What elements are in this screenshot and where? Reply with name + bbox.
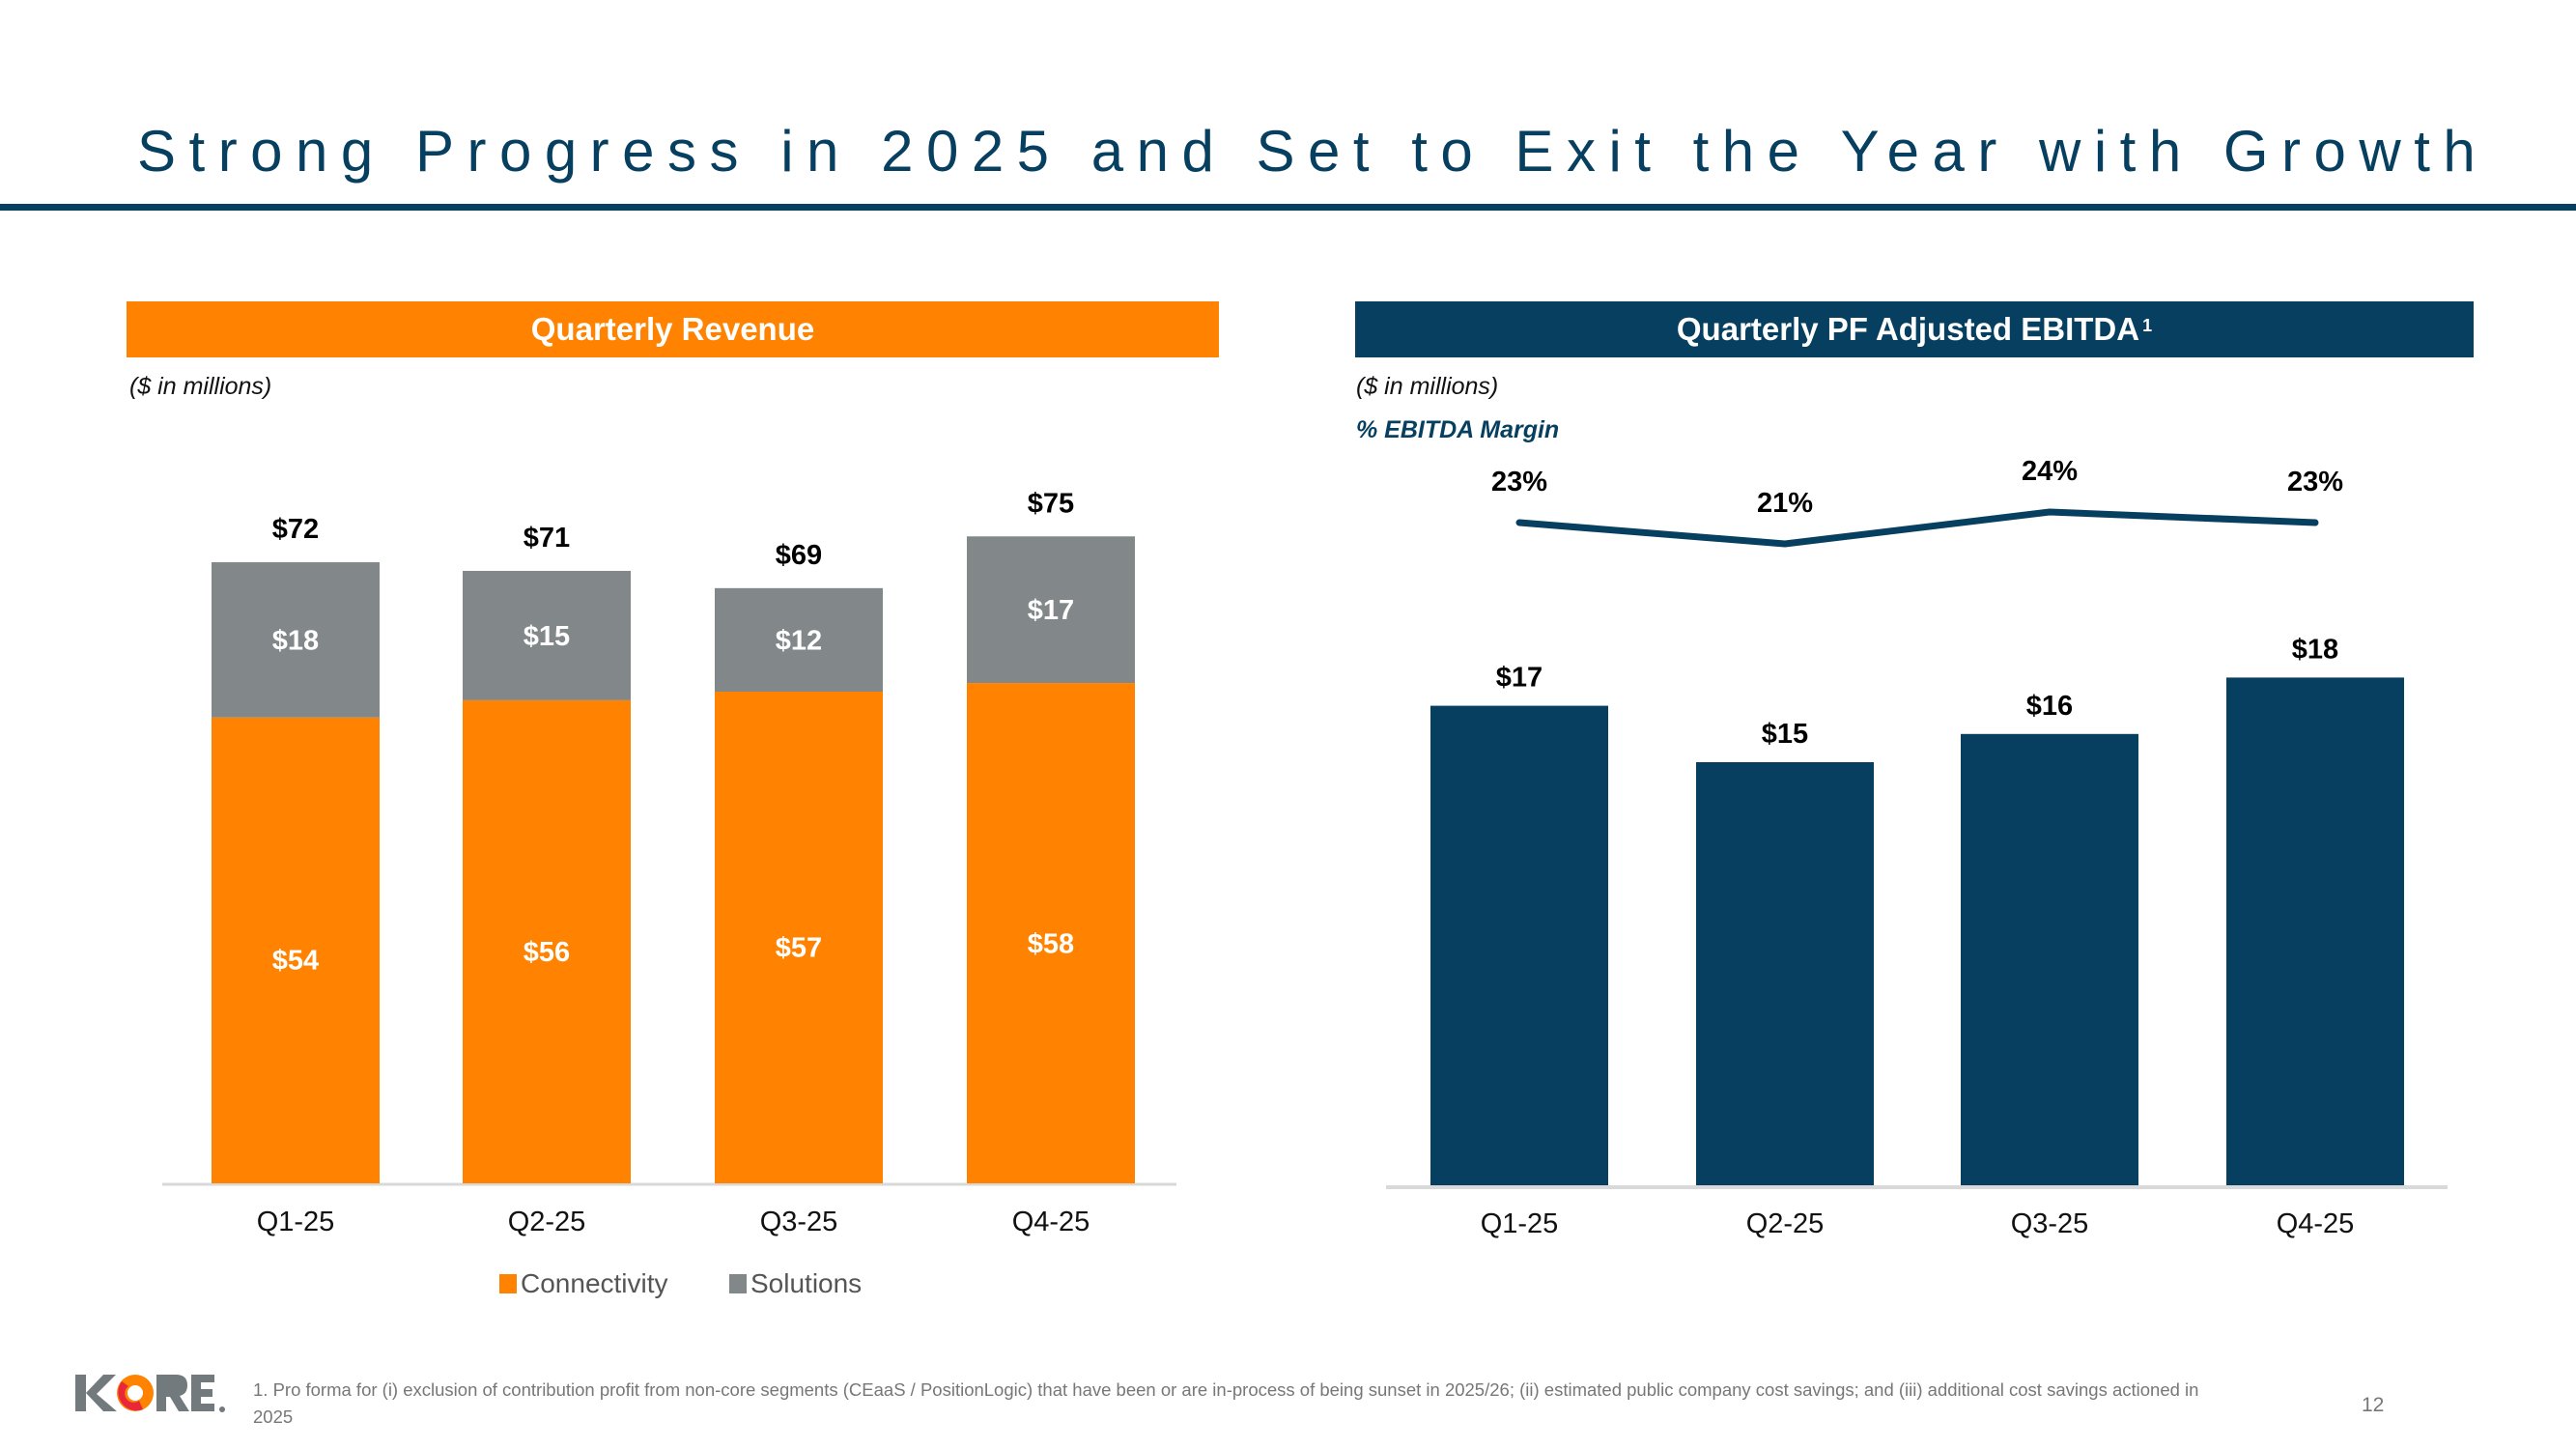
ebitda-units-note: ($ in millions) (1356, 373, 1499, 400)
revenue-total-label: $71 (524, 523, 570, 554)
revenue-bar-solutions (212, 562, 380, 718)
revenue-segment-label: $17 (1028, 595, 1074, 626)
revenue-bar-connectivity (463, 699, 631, 1183)
revenue-x-tick-label: Q4-25 (1012, 1207, 1090, 1237)
legend-swatch-solutions (729, 1274, 747, 1293)
revenue-x-tick-label: Q2-25 (508, 1207, 586, 1237)
ebitda-margin-label: 23% (1491, 467, 1547, 497)
title-divider (0, 204, 2576, 211)
revenue-segment-label: $15 (524, 621, 570, 652)
ebitda-bar (1961, 733, 2138, 1185)
legend-swatch-connectivity (499, 1274, 517, 1293)
revenue-bar-solutions (967, 536, 1135, 684)
revenue-bar-solutions (715, 587, 883, 692)
footnote: 1. Pro forma for (i) exclusion of contri… (253, 1379, 2199, 1427)
revenue-segment-label: $56 (524, 937, 570, 968)
ebitda-x-tick-label: Q4-25 (2277, 1208, 2355, 1239)
ebitda-margin-label: 21% (1757, 488, 1813, 519)
ebitda-x-tick-label: Q2-25 (1746, 1208, 1825, 1239)
ebitda-bar (2226, 677, 2404, 1185)
revenue-total-label: $75 (1028, 488, 1074, 519)
ebitda-margin-note: % EBITDA Margin (1356, 416, 1560, 443)
ebitda-bar (1696, 762, 1874, 1185)
revenue-bar-connectivity (967, 683, 1135, 1183)
revenue-segment-label: $18 (272, 625, 319, 656)
ebitda-x-tick-label: Q1-25 (1481, 1208, 1559, 1239)
ebitda-margin-label: 23% (2287, 467, 2343, 497)
revenue-chart-title: Quarterly Revenue (530, 311, 815, 347)
revenue-units-note: ($ in millions) (129, 373, 272, 400)
legend-label-solutions: Solutions (750, 1268, 862, 1298)
revenue-segment-label: $12 (776, 625, 822, 656)
ebitda-margin-line (1515, 508, 2319, 548)
revenue-segment-label: $54 (272, 946, 319, 977)
ebitda-x-tick-label: Q3-25 (2011, 1208, 2089, 1239)
ebitda-panel-header: Quarterly PF Adjusted EBITDA 1 (1355, 301, 2474, 357)
slide-title: Strong Progress in 2025 and Set to Exit … (137, 119, 2489, 184)
revenue-bar-connectivity (212, 717, 380, 1183)
ebitda-bar-label: $17 (1496, 663, 1543, 694)
revenue-x-tick-label: Q1-25 (257, 1207, 335, 1237)
kore-logo (73, 1365, 238, 1425)
revenue-segment-label: $57 (776, 933, 822, 964)
ebitda-margin-label: 24% (2022, 456, 2078, 487)
legend-label-connectivity: Connectivity (521, 1268, 668, 1298)
page-number: 12 (2362, 1394, 2385, 1416)
revenue-total-label: $72 (272, 514, 319, 545)
revenue-bar-connectivity (715, 691, 883, 1183)
ebitda-bar (1430, 705, 1608, 1185)
kore-logo-icon (75, 1375, 225, 1412)
revenue-bar-solutions (463, 570, 631, 700)
ebitda-chart-title: Quarterly PF Adjusted EBITDA (1676, 311, 2140, 347)
ebitda-bar-label: $16 (2026, 691, 2073, 722)
ebitda-bar-label: $15 (1762, 719, 1808, 750)
revenue-panel-header: Quarterly Revenue (127, 301, 1219, 357)
revenue-x-tick-label: Q3-25 (760, 1207, 838, 1237)
revenue-segment-label: $58 (1028, 928, 1074, 959)
ebitda-bar-label: $18 (2292, 634, 2338, 665)
revenue-total-label: $69 (776, 540, 822, 571)
footnote-marker: 1 (2142, 315, 2153, 335)
